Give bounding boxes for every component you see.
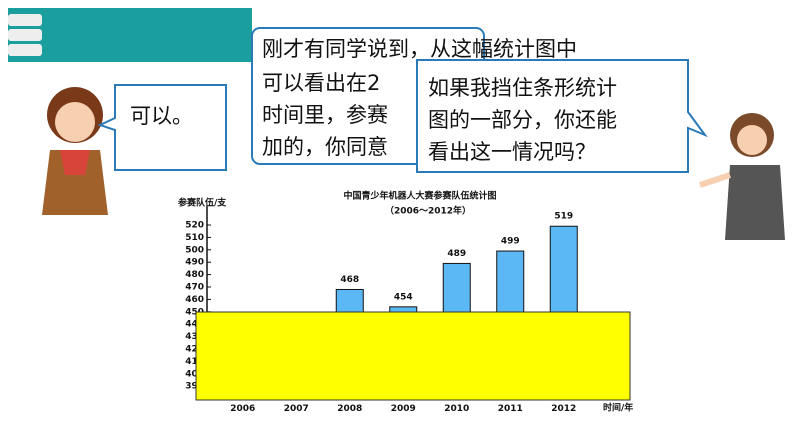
y-tick-label: 490 [185,258,204,268]
x-axis-label: 时间/年 [603,402,633,414]
value-label: 519 [554,212,573,222]
x-tick-label: 2011 [498,404,523,414]
x-tick-label: 2010 [444,404,469,414]
y-tick-label: 500 [185,245,204,255]
speech-bubble [97,84,227,171]
y-tick-label: 440 [185,320,204,330]
bubble-text: 可以。 [130,104,193,128]
y-tick-label: 400 [185,369,204,379]
speech-bubble [416,59,708,173]
y-tick-label: 420 [185,345,204,355]
y-tick-label: 410 [185,357,204,367]
y-axis-label: 参赛队伍/支 [178,197,227,209]
girl-figure [42,87,108,215]
x-tick-label: 2007 [284,404,309,414]
y-tick-label: 390 [185,382,204,392]
x-tick-label: 2009 [391,404,416,414]
x-tick-label: 2006 [230,404,255,414]
y-tick-label: 510 [185,233,204,243]
y-tick-label: 460 [185,295,204,305]
y-tick-label: 470 [185,283,204,293]
y-tick-label: 450 [185,307,204,317]
value-label: 454 [394,292,413,302]
bubble-text: 图的一部分，你还能 [428,108,617,132]
tab [8,14,42,26]
chart-title: 中国青少年机器人大赛参赛队伍统计图 [343,190,496,202]
value-label: 489 [447,249,466,259]
bubble-text: 加的，你同意 [262,135,388,159]
y-tick-label: 480 [185,270,204,280]
bubble-text: 可以看出在2 [262,71,380,95]
x-tick-label: 2008 [337,404,362,414]
bubble-text: 刚才有同学说到，从这幅统计图中 [262,37,577,61]
header-bar [8,8,252,62]
tab [8,29,42,41]
y-tick-label: 430 [185,332,204,342]
chart-subtitle: （2006～2012年） [385,205,471,217]
bubble-text: 时间里，参赛 [262,103,388,127]
y-tick-label: 520 [185,221,204,231]
bubble-text: 如果我挡住条形统计 [428,76,617,100]
tab [8,44,42,56]
x-tick-label: 2012 [551,404,576,414]
value-label: 499 [501,237,520,247]
cover [195,311,631,401]
teacher-figure [699,113,785,240]
value-label: 468 [340,275,359,285]
bubble-text: 看出这一情况吗？ [428,140,596,164]
